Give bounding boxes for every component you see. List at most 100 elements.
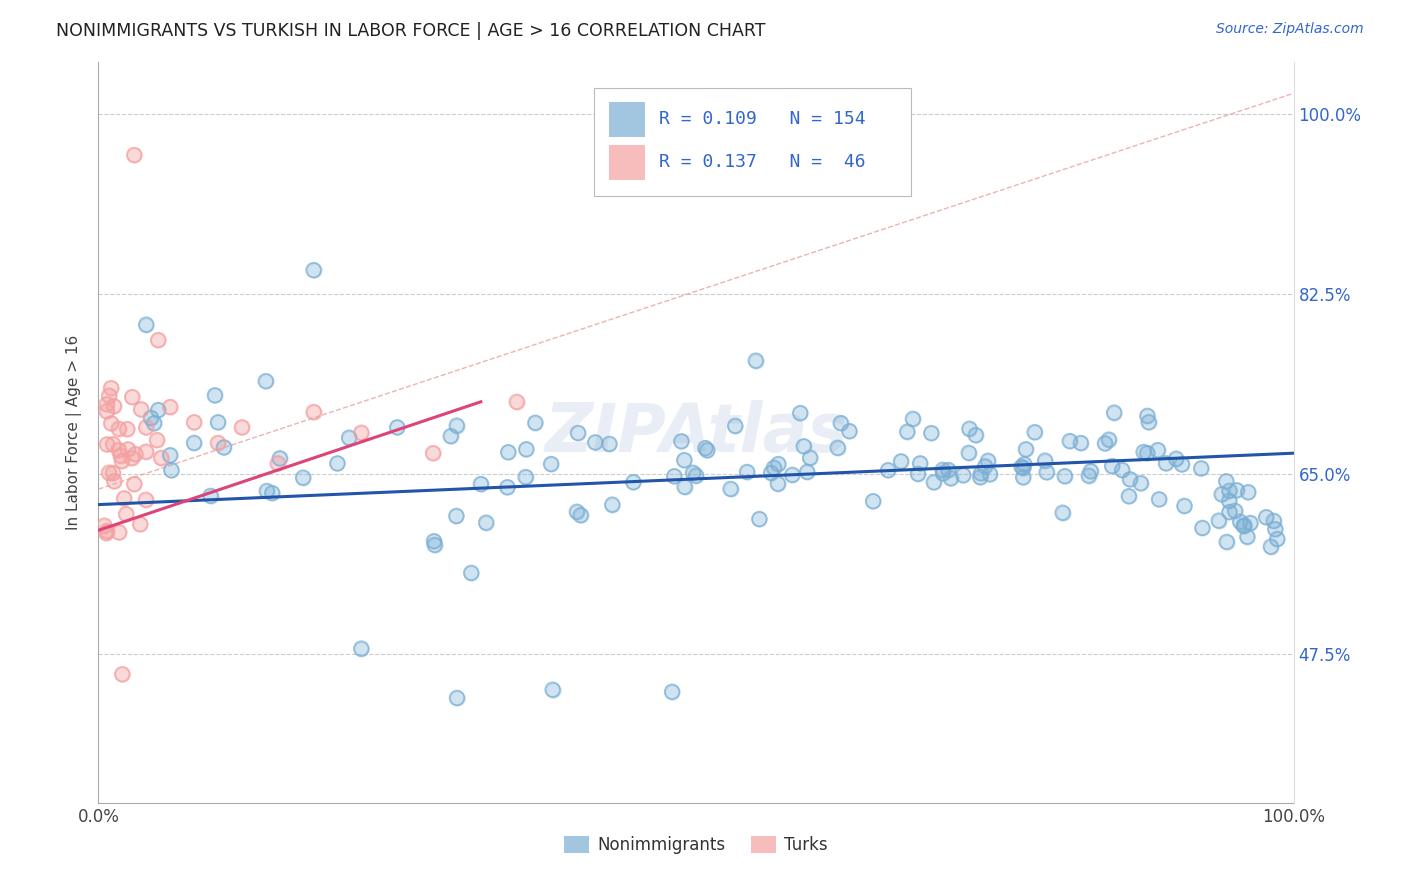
Point: [254, 374, 277, 388]
Point: [1147, 492, 1170, 507]
Point: [135, 492, 157, 507]
Point: [583, 435, 606, 450]
Point: [101, 466, 124, 480]
Point: [100, 381, 122, 395]
Point: [159, 448, 181, 462]
Point: [1111, 463, 1133, 477]
Point: [159, 400, 181, 414]
Point: [567, 425, 589, 440]
Point: [117, 442, 139, 457]
Point: [183, 415, 205, 429]
Point: [129, 402, 152, 417]
Point: [1237, 485, 1260, 500]
Point: [908, 457, 931, 471]
Point: [782, 467, 804, 482]
Point: [423, 538, 446, 552]
Point: [143, 416, 166, 430]
Point: [1256, 510, 1278, 524]
Point: [1233, 519, 1256, 533]
Point: [112, 491, 135, 506]
Y-axis label: In Labor Force | Age > 16: In Labor Force | Age > 16: [66, 335, 83, 530]
Point: [1137, 415, 1160, 429]
Point: [890, 454, 912, 468]
Point: [974, 459, 997, 474]
Point: [1229, 515, 1251, 529]
Point: [1012, 470, 1035, 484]
Point: [256, 483, 278, 498]
Point: [446, 690, 468, 705]
Point: [673, 480, 696, 494]
Point: [1265, 532, 1288, 546]
Point: [422, 446, 444, 460]
Point: [979, 467, 1001, 482]
Point: [524, 416, 547, 430]
Point: [100, 417, 122, 431]
Point: [460, 566, 482, 580]
Point: [1012, 457, 1035, 471]
Point: [1256, 510, 1278, 524]
Point: [1218, 505, 1240, 519]
Point: [515, 470, 537, 484]
Point: [1077, 468, 1099, 483]
Point: [385, 420, 409, 434]
Point: [1218, 493, 1240, 508]
Point: [139, 411, 162, 425]
Point: [952, 468, 974, 483]
Point: [159, 448, 181, 462]
Point: [475, 516, 498, 530]
Point: [96, 404, 118, 418]
Point: [302, 263, 325, 277]
Point: [1094, 436, 1116, 450]
Point: [129, 517, 152, 532]
Point: [1229, 515, 1251, 529]
Point: [1154, 456, 1177, 470]
Point: [524, 416, 547, 430]
Point: [143, 416, 166, 430]
Point: [969, 470, 991, 484]
Text: R = 0.109   N = 154: R = 0.109 N = 154: [659, 111, 866, 128]
Point: [862, 494, 884, 508]
Point: [1173, 499, 1195, 513]
Point: [1166, 451, 1188, 466]
Point: [423, 534, 446, 549]
Point: [150, 450, 173, 465]
Point: [922, 475, 945, 490]
Point: [1218, 483, 1240, 498]
Point: [135, 492, 157, 507]
Point: [1189, 461, 1212, 475]
Point: [135, 444, 157, 458]
Point: [103, 475, 125, 489]
Point: [1211, 487, 1233, 501]
Point: [350, 425, 373, 440]
Text: R = 0.137   N =  46: R = 0.137 N = 46: [659, 153, 866, 171]
Point: [1215, 535, 1237, 549]
Point: [827, 441, 849, 455]
Point: [350, 641, 373, 656]
Point: [1166, 451, 1188, 466]
Point: [759, 466, 782, 480]
Point: [673, 453, 696, 467]
Point: [565, 505, 588, 519]
Point: [515, 442, 537, 457]
Point: [877, 463, 900, 477]
Point: [695, 441, 717, 455]
Point: [1024, 425, 1046, 440]
Point: [748, 512, 770, 526]
Point: [724, 418, 747, 433]
Point: [877, 463, 900, 477]
Point: [496, 480, 519, 494]
Point: [959, 422, 981, 436]
Point: [1080, 464, 1102, 478]
Point: [160, 463, 183, 477]
Point: [1265, 532, 1288, 546]
Point: [135, 420, 157, 434]
Point: [796, 465, 818, 479]
Point: [830, 416, 852, 430]
Point: [799, 450, 821, 465]
Point: [103, 475, 125, 489]
Point: [673, 480, 696, 494]
Point: [423, 538, 446, 552]
Point: [231, 420, 253, 434]
Point: [115, 507, 138, 521]
Point: [1236, 530, 1258, 544]
